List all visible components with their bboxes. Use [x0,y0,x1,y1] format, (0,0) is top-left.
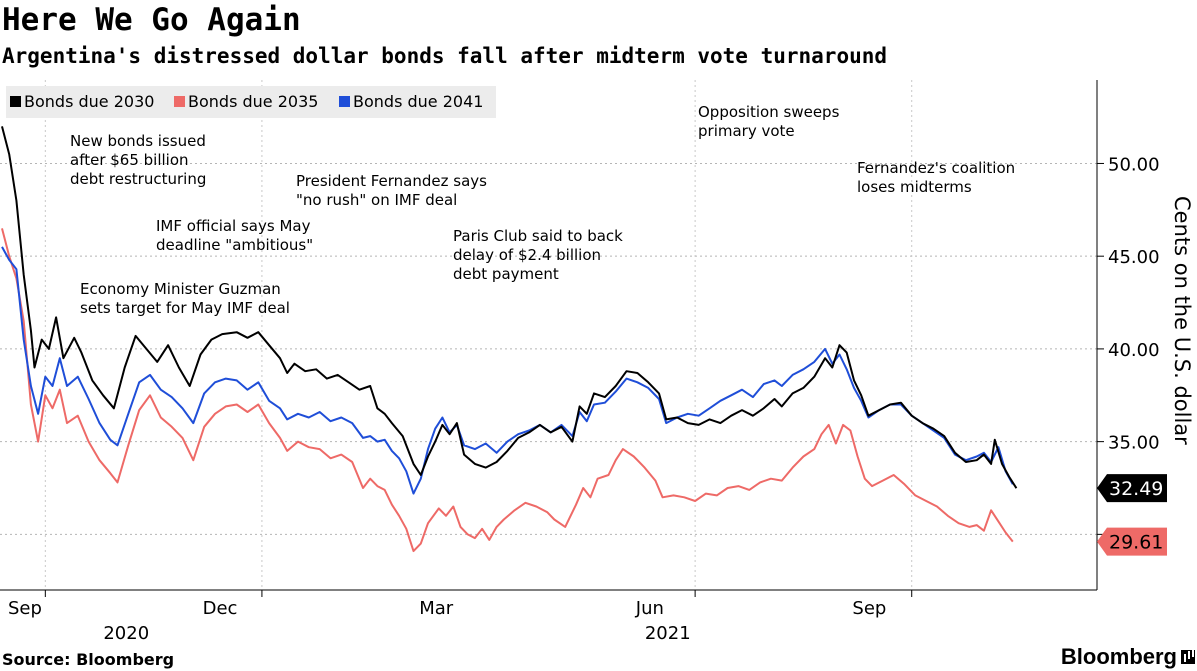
legend-swatch-2030 [10,96,21,107]
series-line-bonds-due-2041 [1,246,1014,495]
legend-item-2035: Bonds due 2035 [174,92,318,111]
annotation-text: IMF official says May [156,217,311,235]
legend-item-2030: Bonds due 2030 [10,92,154,111]
y-tick-label: 35.00 [1108,433,1160,454]
legend-item-2041: Bonds due 2041 [339,92,483,111]
legend-label-2030: Bonds due 2030 [24,92,155,111]
y-tick-label: 40.00 [1108,340,1160,361]
annotation-text: Economy Minister Guzman [80,280,281,298]
x-year-label: 2021 [645,623,691,644]
annotation-text: delay of $2.4 billion [453,246,601,264]
source-note: Source: Bloomberg [2,650,175,669]
bar-chart-icon [1181,650,1195,664]
x-tick-label: Sep [852,598,886,619]
annotation-text: sets target for May IMF deal [80,299,290,317]
chart-title: Here We Go Again [2,2,301,38]
end-label-2030: 32.49 [1109,478,1163,500]
end-label-2035: 29.61 [1109,532,1163,554]
annotation-text: Opposition sweeps [698,103,840,121]
annotation-text: New bonds issued [70,132,206,150]
y-tick-label: 50.00 [1108,154,1160,175]
y-tick-label: 45.00 [1108,247,1160,268]
annotation-text: loses midterms [857,178,972,196]
series-line-bonds-due-2035 [1,228,1014,553]
chart-subtitle: Argentina's distressed dollar bonds fall… [2,44,888,68]
legend: Bonds due 2030 Bonds due 2035 Bonds due … [6,86,496,118]
end-label-2030-box [1097,474,1167,503]
annotation-text: "no rush" on IMF deal [296,191,457,209]
x-tick-label: Jun [635,598,664,619]
legend-label-2041: Bonds due 2041 [353,92,484,111]
end-label-2035-box [1097,527,1167,556]
series-line-bonds-due-2030 [1,126,1018,489]
legend-label-2035: Bonds due 2035 [188,92,319,111]
annotation-text: primary vote [698,122,795,140]
x-tick-label: Mar [419,598,454,619]
annotation-text: President Fernandez says [296,172,487,190]
annotation-text: after $65 billion [70,151,189,169]
brand-name: Bloomberg [1060,644,1177,669]
annotation-text: debt payment [453,265,559,283]
x-tick-label: Dec [203,598,238,619]
legend-swatch-2035 [174,96,185,107]
annotation-text: debt restructuring [70,170,206,188]
annotation-text: Paris Club said to back [453,227,623,245]
x-year-label: 2020 [103,623,149,644]
y-axis-title: Cents on the U.S. dollar [1170,196,1194,445]
legend-swatch-2041 [339,96,350,107]
annotation-text: deadline "ambitious" [156,236,313,254]
brand-logo: Bloomberg [1061,644,1195,670]
annotation-text: Fernandez's coalition [857,159,1015,177]
x-tick-label: Sep [8,598,42,619]
